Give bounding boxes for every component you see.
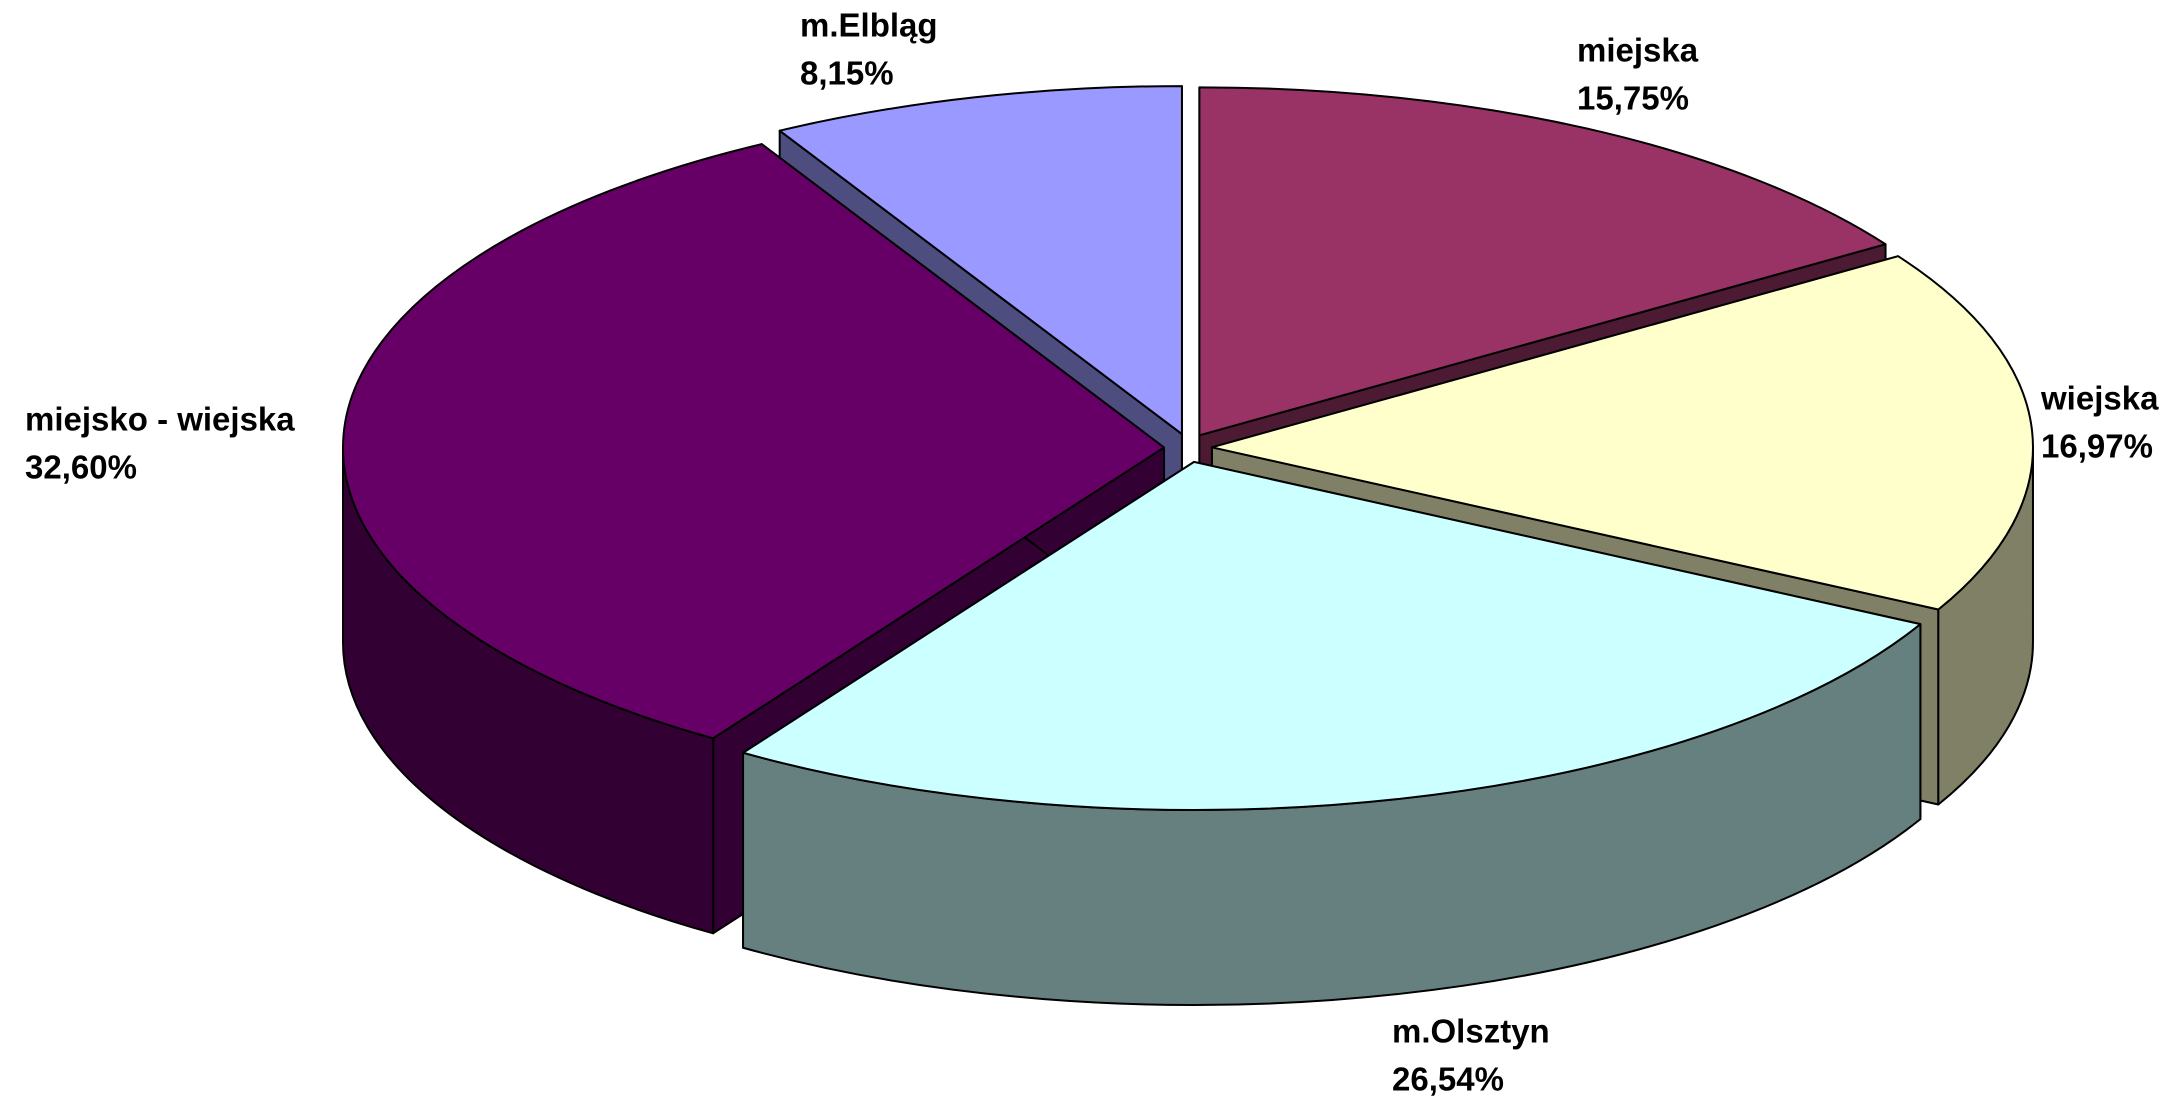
slice-label: m.Olsztyn [1392,1013,1550,1050]
slice-value-label: 26,54% [1392,1061,1504,1098]
slice-value-label: 32,60% [25,449,137,486]
slice-label: wiejska [2040,380,2159,417]
slice-top [1210,255,2034,611]
slice-label: miejska [1577,32,1699,69]
slice-label: m.Elbląg [800,7,938,44]
slice-value-label: 16,97% [2041,428,2153,465]
slice-top [742,460,1922,811]
slice-label: miejsko - wiejska [25,401,295,438]
slice-value-label: 8,15% [800,55,894,92]
slice-top [1198,86,1887,437]
slice-value-label: 15,75% [1577,80,1689,117]
slice-top [342,143,1166,740]
slice-top [778,85,1183,436]
pie-slice [742,460,1922,1006]
